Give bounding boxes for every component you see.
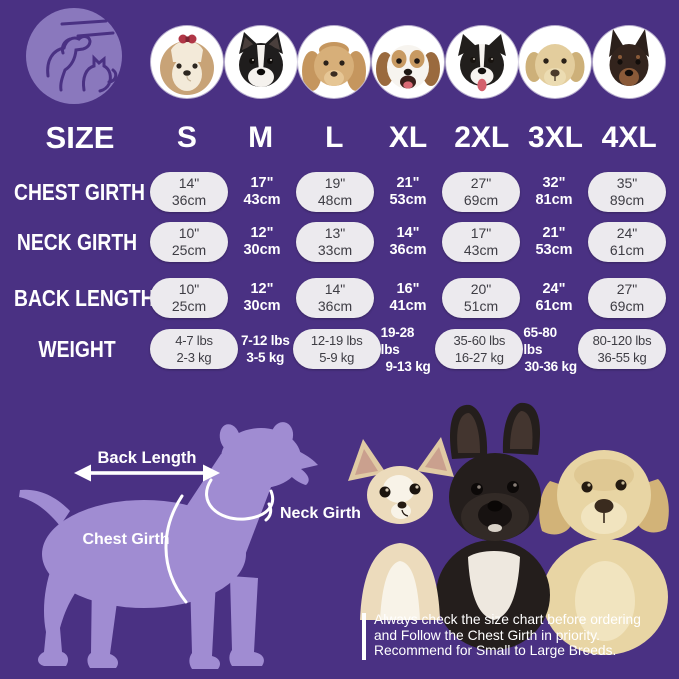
breed-col-m: [224, 24, 298, 100]
size-value-cell: 32" 81cm: [535, 175, 573, 208]
size-value-cell: 4-7 lbs 2-3 kg: [150, 329, 238, 369]
size-value-cell: 24" 61cm: [588, 222, 666, 262]
size-label-l: L: [325, 121, 344, 154]
size-value-cell: 17" 43cm: [243, 175, 281, 208]
weight-row: 4-7 lbs 2-3 kg 7-12 lbs 3-5 kg 12-19 lbs 5-…: [150, 324, 667, 374]
note-line-1: Always check the size chart before order…: [374, 612, 641, 627]
breed-col-l: [297, 24, 371, 100]
breed-col-3xl: [519, 24, 593, 100]
breed-col-2xl: [445, 24, 519, 100]
breed-col-s: [150, 24, 224, 100]
size-label-s: S: [176, 121, 197, 154]
size-value-cell: 21" 53cm: [535, 225, 573, 258]
labrador-photo: [539, 450, 669, 655]
size-value-cell: 24" 61cm: [535, 281, 573, 314]
size-value-cell: 12" 30cm: [243, 225, 281, 258]
size-value-cell: 80-120 lbs 36-55 kg: [578, 329, 667, 369]
chest-girth-curve: [164, 494, 188, 604]
neck-girth-row: 10" 25cm 12" 30cm 13" 33cm 14" 36cm 17" 43cm …: [150, 222, 666, 262]
back-length-label: Back Length: [97, 449, 196, 467]
row-label-chest-girth: CHEST GIRTH: [14, 179, 145, 205]
chihuahua-photo: [348, 437, 454, 620]
breed-photo-row: [150, 24, 666, 100]
three-dogs-photo: [348, 402, 669, 655]
size-value-cell: 35" 89cm: [588, 172, 666, 212]
doberman-icon: [609, 29, 650, 86]
size-value-cell: 20" 51cm: [442, 278, 520, 318]
chest-girth-row: 14" 36cm 17" 43cm 19" 48cm 21" 53cm 27" 69cm …: [150, 172, 666, 212]
cocker-spaniel-icon: [302, 42, 367, 91]
dog-photo-circle: [593, 26, 666, 98]
size-value-cell: 27" 69cm: [442, 172, 520, 212]
back-length-arrow: [74, 464, 220, 482]
chest-girth-label: Chest Girth: [82, 531, 169, 548]
size-value-cell: 16" 41cm: [389, 281, 427, 314]
size-labels-row: S M L XL 2XL 3XL 4XL: [150, 120, 666, 156]
size-value-cell: 17" 43cm: [442, 222, 520, 262]
french-bulldog-photo: [436, 402, 550, 650]
boston-terrier-icon: [238, 32, 283, 87]
border-collie-icon: [457, 34, 506, 92]
size-value-cell: 19" 48cm: [296, 172, 374, 212]
row-label-back-length: BACK LENGTH: [14, 285, 155, 311]
dog-photo-circle: [298, 26, 371, 98]
size-label-2xl: 2XL: [454, 121, 510, 154]
size-value-cell: 65-80 lbs 30-36 kg: [523, 324, 577, 374]
note-text: Always check the size chart before order…: [374, 612, 674, 659]
size-value-cell: 14" 36cm: [389, 225, 427, 258]
size-value-cell: 12-19 lbs 5-9 kg: [292, 329, 381, 369]
size-label-3xl: 3XL: [527, 121, 583, 154]
labrador-icon: [525, 44, 585, 86]
note-line-2: and Follow the Chest Girth in priority.: [374, 627, 600, 643]
size-value-cell: 14" 36cm: [150, 172, 228, 212]
breed-col-4xl: [592, 24, 666, 100]
size-value-cell: 19-28 lbs 9-13 kg: [380, 324, 431, 374]
beagle-icon: [376, 45, 441, 89]
breed-col-xl: [371, 24, 445, 100]
dog-photo-circle: [372, 26, 445, 98]
dog-tail: [19, 489, 70, 526]
row-label-weight: WEIGHT: [38, 336, 116, 362]
neck-girth-label: Neck Girth: [280, 505, 361, 522]
measurement-diagram-dog-silhouette: Back Length Neck Girth Chest Girth: [19, 422, 361, 669]
size-label-4xl: 4XL: [601, 121, 657, 154]
note-line-3: Recommend for Small to Large Breeds.: [374, 643, 617, 659]
size-value-cell: 35-60 lbs 16-27 kg: [435, 329, 524, 369]
size-header: SIZE: [45, 120, 115, 155]
neck-girth-curve: [205, 478, 274, 521]
size-value-cell: 12" 30cm: [243, 281, 281, 314]
back-length-row: 10" 25cm 12" 30cm 14" 36cm 16" 41cm 20" 51cm …: [150, 278, 666, 318]
size-label-xl: XL: [388, 121, 428, 154]
note-accent-bar: [362, 613, 366, 660]
size-value-cell: 7-12 lbs 3-5 kg: [240, 333, 290, 365]
shih-tzu-icon: [159, 34, 214, 95]
row-label-neck-girth: NECK GIRTH: [16, 229, 138, 255]
size-value-cell: 10" 25cm: [150, 278, 228, 318]
size-value-cell: 21" 53cm: [389, 175, 427, 208]
pet-brand-logo-icon: [26, 8, 122, 104]
size-value-cell: 10" 25cm: [150, 222, 228, 262]
dog-photo-circle: [519, 26, 592, 98]
dog-photo-circle: [224, 26, 297, 98]
size-value-cell: 13" 33cm: [296, 222, 374, 262]
dog-photo-circle: [445, 26, 518, 98]
size-label-m: M: [248, 121, 274, 154]
size-value-cell: 27" 69cm: [588, 278, 666, 318]
size-value-cell: 14" 36cm: [296, 278, 374, 318]
dog-photo-circle: [150, 26, 223, 98]
